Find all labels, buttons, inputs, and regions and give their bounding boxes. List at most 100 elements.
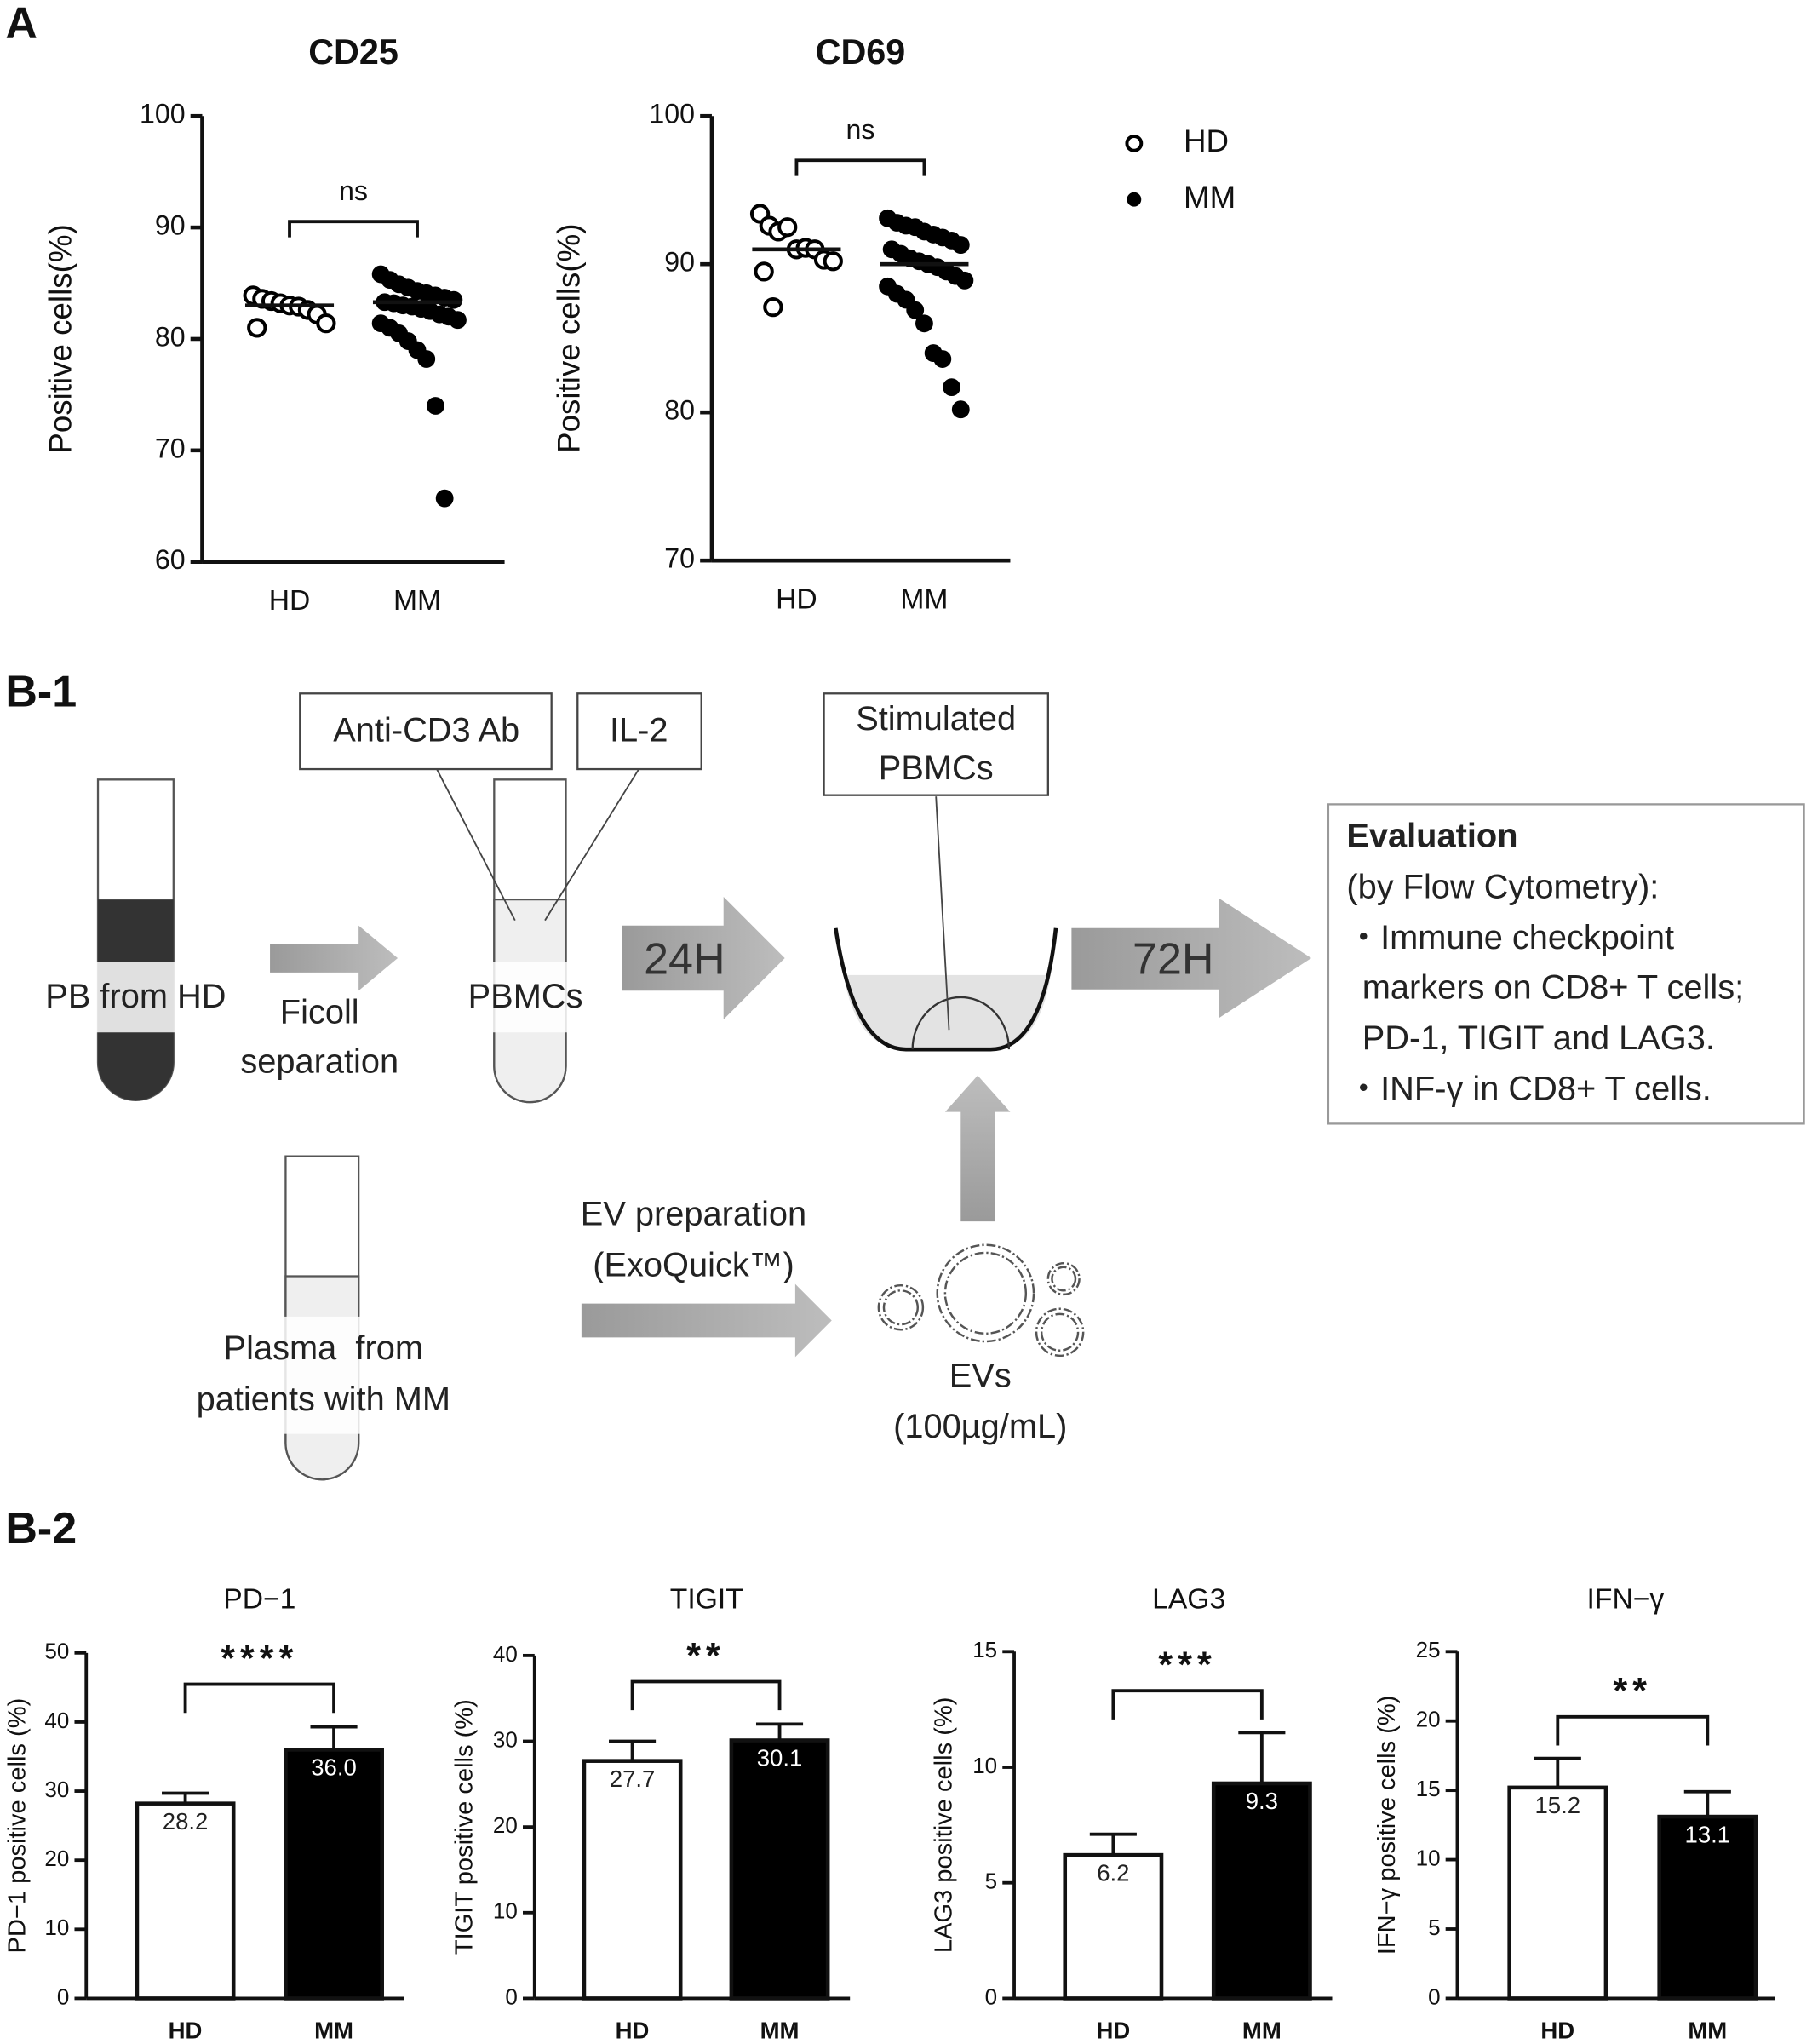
- label-box: [299, 692, 553, 771]
- y-tick-label: 100: [140, 99, 186, 129]
- bar: [1063, 1852, 1164, 2001]
- data-point: [444, 290, 463, 309]
- error-bar: [1683, 1789, 1731, 1817]
- y-tick-label: 80: [155, 321, 186, 352]
- data-point: [427, 397, 444, 415]
- y-tick-label: 50: [44, 1639, 69, 1664]
- reagent-label: IL-2: [610, 712, 668, 749]
- y-tick-label: 40: [44, 1708, 69, 1733]
- data-point: [943, 378, 960, 397]
- prep-label: (ExoQuick™): [593, 1246, 794, 1283]
- bar: [135, 1801, 236, 2001]
- label-box: [823, 692, 1049, 796]
- connector: [544, 768, 640, 922]
- x-tick-label: MM: [1688, 2018, 1727, 2044]
- diagram: PB from HD Ficoll separation Anti-CD3 Ab…: [23, 692, 1805, 1481]
- y-tick-label: 100: [649, 99, 695, 129]
- x-tick-label: HD: [269, 585, 311, 617]
- significance-label: ***: [1158, 1645, 1216, 1685]
- y-tick-label: 70: [155, 433, 186, 463]
- bar: [1657, 1814, 1758, 2001]
- y-tick-label: 70: [664, 543, 695, 574]
- data-point: [417, 350, 436, 368]
- x-tick-label: HD: [776, 584, 817, 616]
- x-tick-label: MM: [314, 2018, 353, 2044]
- stimulated-label: Stimulated: [856, 700, 1016, 738]
- significance-label: **: [1614, 1671, 1653, 1712]
- stimulated-label: PBMCs: [879, 749, 994, 787]
- y-tick-label: 30: [493, 1726, 518, 1752]
- bar: [1211, 1781, 1312, 2001]
- evaluation-line: ・Immune checkpoint: [1346, 919, 1674, 956]
- significance-bracket: [1556, 1714, 1710, 1746]
- significance-bracket: [794, 158, 926, 176]
- value-label: 30.1: [757, 1745, 803, 1771]
- y-tick-label: 90: [664, 247, 695, 278]
- y-tick-label: 0: [1428, 1984, 1440, 2009]
- significance-bracket: [630, 1679, 782, 1711]
- y-tick-label: 20: [493, 1812, 518, 1838]
- error-bar: [1238, 1731, 1286, 1783]
- data-point: [823, 251, 843, 272]
- panel-label: B-1: [5, 668, 77, 717]
- step-label: Ficoll: [280, 993, 359, 1031]
- x-tick-label: HD: [169, 2018, 203, 2044]
- y-axis-label: Positive cells(%): [551, 224, 586, 453]
- x-tick-label: MM: [393, 585, 441, 617]
- y-tick-label: 10: [972, 1753, 997, 1778]
- data-point: [754, 261, 774, 282]
- data-point: [955, 271, 974, 290]
- cells: [911, 996, 1011, 1050]
- prep-label: EV preparation: [581, 1196, 806, 1233]
- x-tick-label: HD: [1540, 2018, 1574, 2044]
- y-tick-label: 20: [44, 1846, 69, 1871]
- error-bar: [755, 1722, 804, 1741]
- value-label: 27.7: [610, 1766, 656, 1792]
- step-label: separation: [240, 1042, 399, 1080]
- chart-title: TIGIT: [670, 1583, 743, 1615]
- error-bar: [609, 1739, 657, 1761]
- y-axis-label: LAG3 positive cells (%): [931, 1697, 958, 1954]
- arrow: [622, 897, 785, 1019]
- panel-label: A: [5, 0, 37, 48]
- arrow: [1071, 898, 1312, 1019]
- error-bar: [1089, 1832, 1137, 1856]
- y-tick-label: 40: [493, 1641, 518, 1667]
- y-tick-label: 5: [985, 1869, 997, 1894]
- evaluation-line: ・INF-γ in CD8+ T cells.: [1346, 1071, 1711, 1108]
- y-tick-label: 90: [155, 210, 186, 241]
- value-label: 13.1: [1685, 1821, 1731, 1847]
- ev-label: (100µg/mL): [893, 1408, 1067, 1445]
- x-tick-label: MM: [760, 2018, 800, 2044]
- x-tick-label: MM: [900, 584, 948, 616]
- label-bg: [140, 1316, 507, 1434]
- bar: [582, 1759, 683, 2001]
- arrow: [944, 1075, 1011, 1222]
- legend-marker: [1127, 192, 1142, 207]
- legend-marker: [1125, 134, 1144, 152]
- chart-title: CD69: [816, 32, 906, 72]
- evaluation-line: markers on CD8+ T cells;: [1362, 968, 1744, 1006]
- y-axis-label: TIGIT positive cells (%): [450, 1699, 478, 1955]
- evaluation-box: [1327, 803, 1805, 1125]
- y-tick-label: 10: [493, 1898, 518, 1924]
- connector: [436, 768, 516, 922]
- reagent-label: Anti-CD3 Ab: [333, 712, 519, 749]
- step-time: 24H: [644, 934, 725, 984]
- y-tick-label: 10: [1416, 1845, 1441, 1870]
- y-axis-label: PD−1 positive cells (%): [3, 1698, 31, 1954]
- data-point: [906, 301, 925, 319]
- y-tick-label: 15: [1416, 1776, 1441, 1801]
- value-label: 36.0: [311, 1754, 357, 1781]
- data-point: [247, 318, 267, 338]
- connector: [935, 796, 950, 1031]
- y-tick-label: 0: [985, 1984, 997, 2009]
- y-axis-label: Positive cells(%): [43, 224, 77, 453]
- significance-bracket: [1111, 1689, 1264, 1720]
- evaluation-line: (by Flow Cytometry):: [1346, 868, 1659, 905]
- y-tick-label: 10: [44, 1915, 69, 1940]
- pbmc-label: PBMCs: [468, 978, 583, 1015]
- data-point: [777, 217, 798, 238]
- significance-label: **: [686, 1635, 725, 1676]
